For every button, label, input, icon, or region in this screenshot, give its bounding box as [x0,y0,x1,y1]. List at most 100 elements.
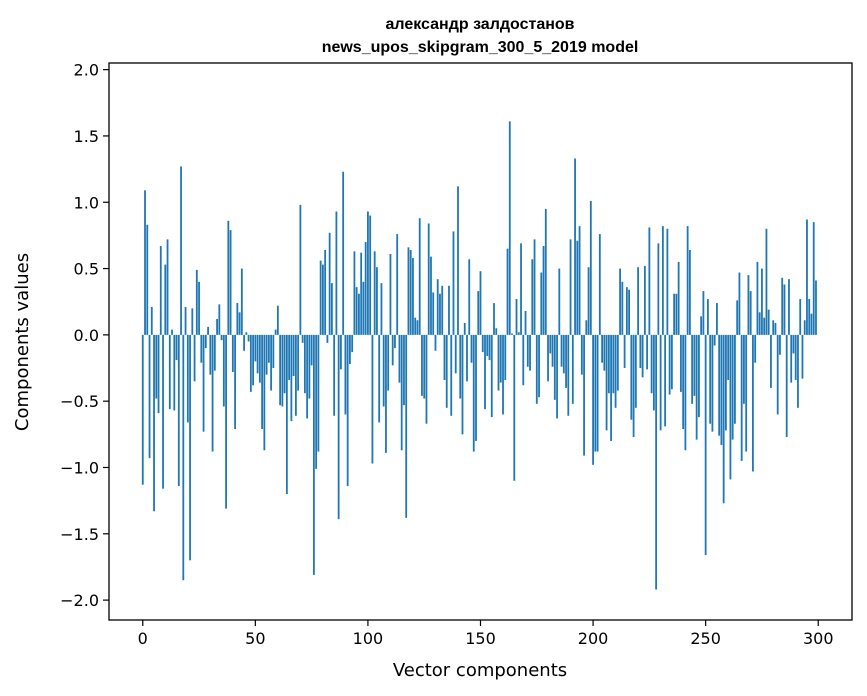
bar-57 [270,334,273,391]
bar-63 [283,334,286,394]
chart-subtitle: news_upos_skipgram_300_5_2019 model [322,39,639,56]
bar-240 [682,334,685,430]
bar-67 [292,334,295,376]
bar-205 [603,334,606,371]
bar-288 [790,334,793,383]
bar-8 [159,246,162,335]
bar-46 [245,332,248,335]
bar-117 [405,334,408,518]
bar-274 [758,312,761,335]
bar-21 [189,334,191,561]
bar-181 [549,334,552,354]
bar-196 [583,334,585,456]
bar-33 [216,318,218,335]
bar-199 [589,200,592,335]
x-tick-label: 200 [578,629,609,648]
bar-194 [578,226,581,335]
bar-34 [218,304,221,335]
bar-74 [308,334,311,399]
bar-271 [752,334,754,472]
bar-106 [380,283,383,335]
bar-48 [249,334,252,392]
bar-141 [459,334,462,399]
bar-164 [511,333,513,335]
bar-293 [801,334,804,379]
bar-244 [691,334,694,404]
bar-260 [727,334,730,380]
bar-25 [198,281,200,335]
bar-290 [794,334,797,380]
bar-180 [547,334,549,382]
bar-287 [788,279,790,335]
bar-2 [146,224,149,335]
bar-120 [412,257,414,335]
bar-270 [749,291,752,335]
bar-278 [767,309,770,335]
bar-103 [373,251,376,335]
bar-52 [258,334,261,383]
bar-73 [306,334,309,419]
bar-109 [387,334,390,391]
bar-208 [610,334,612,441]
bar-151 [481,334,484,353]
bar-59 [274,329,277,335]
bar-112 [394,334,396,349]
x-tick-label: 100 [353,629,384,648]
bar-107 [382,334,385,407]
bar-98 [362,281,365,335]
bar-99 [364,242,367,335]
bar-105 [378,334,381,423]
bar-253 [711,334,714,432]
bar-49 [252,334,254,386]
bar-129 [432,292,435,335]
bar-218 [632,334,635,437]
bar-38 [227,220,230,335]
x-tick-label: 50 [245,629,265,648]
bar-35 [220,334,223,341]
bar-230 [659,334,662,431]
bar-76 [312,334,315,575]
bar-236 [673,293,676,335]
bar-43 [238,312,241,335]
bar-121 [414,317,417,335]
bar-100 [367,211,369,335]
bar-294 [803,320,806,335]
bar-263 [734,334,736,424]
bar-262 [731,334,734,440]
bar-255 [716,303,718,335]
bar-222 [641,334,644,378]
bar-64 [285,334,288,495]
bar-264 [736,300,739,335]
bar-150 [479,271,482,335]
bar-200 [592,334,594,465]
bar-41 [234,334,236,430]
bar-272 [754,334,757,363]
y-tick-label: −0.5 [60,392,99,411]
bar-267 [743,334,745,404]
bar-291 [797,334,799,408]
bar-156 [493,303,495,335]
bar-108 [385,334,387,453]
bar-40 [231,334,234,372]
bar-144 [466,334,468,382]
bar-296 [808,299,811,335]
y-tick-label: −1.0 [60,458,99,477]
bar-204 [601,334,603,363]
bar-238 [677,261,680,335]
x-tick-label: 0 [138,629,148,648]
bar-24 [195,269,198,335]
bar-241 [684,334,687,451]
bar-37 [225,334,227,509]
bar-235 [670,334,673,390]
bar-133 [441,285,444,335]
bar-127 [427,223,430,335]
bar-273 [756,261,759,335]
bar-92 [349,334,351,365]
bar-193 [576,240,579,335]
bar-203 [598,234,601,335]
bar-66 [290,334,293,422]
bar-88 [340,334,342,370]
bar-39 [229,230,232,335]
bar-56 [267,334,270,363]
y-tick-label: −1.5 [60,525,99,544]
